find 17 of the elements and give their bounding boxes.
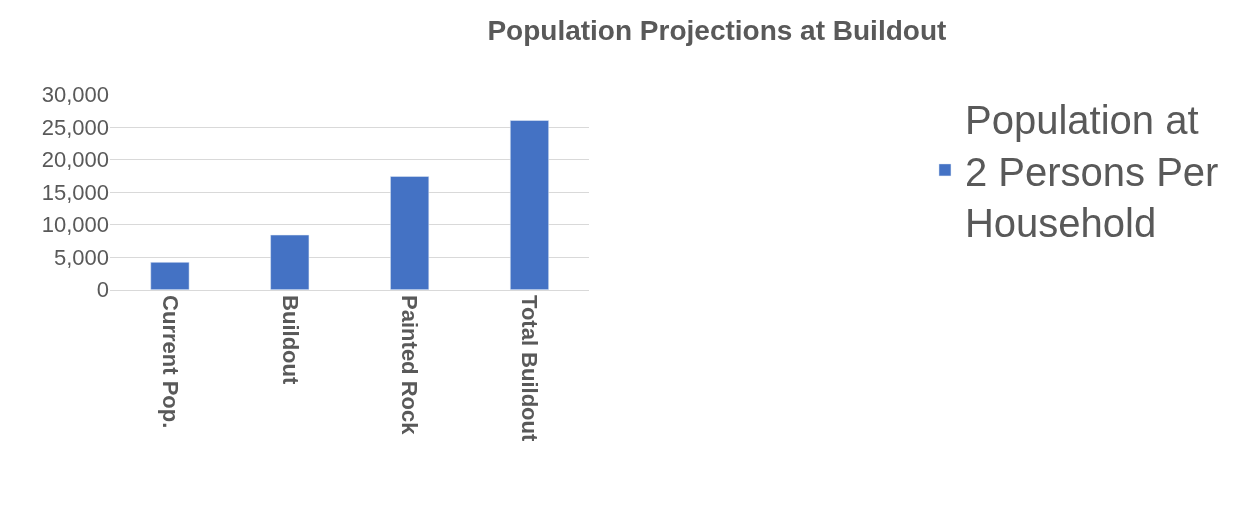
x-tick-label: Buildout [277,295,303,385]
y-tick-label: 0 [96,277,109,303]
bar [390,176,430,290]
y-tick-label: 30,000 [41,82,109,108]
y-tick-label: 20,000 [41,147,109,173]
text: Population Projections at Buildout [487,15,947,47]
bar [510,120,549,290]
legend-label: Population at 2 Persons Per Household [964,97,1219,246]
x-tick-label: Total Buildout [517,295,543,442]
y-tick-label: 25,000 [41,114,109,140]
bar [150,262,190,290]
bar [270,234,310,290]
y-tick-label: 5,000 [53,244,109,270]
y-tick-label: 10,000 [41,212,109,238]
x-tick-label: Painted Rock [397,295,423,436]
x-tick-label: Current Pop. [157,295,183,429]
y-tick-label: 15,000 [41,179,109,205]
